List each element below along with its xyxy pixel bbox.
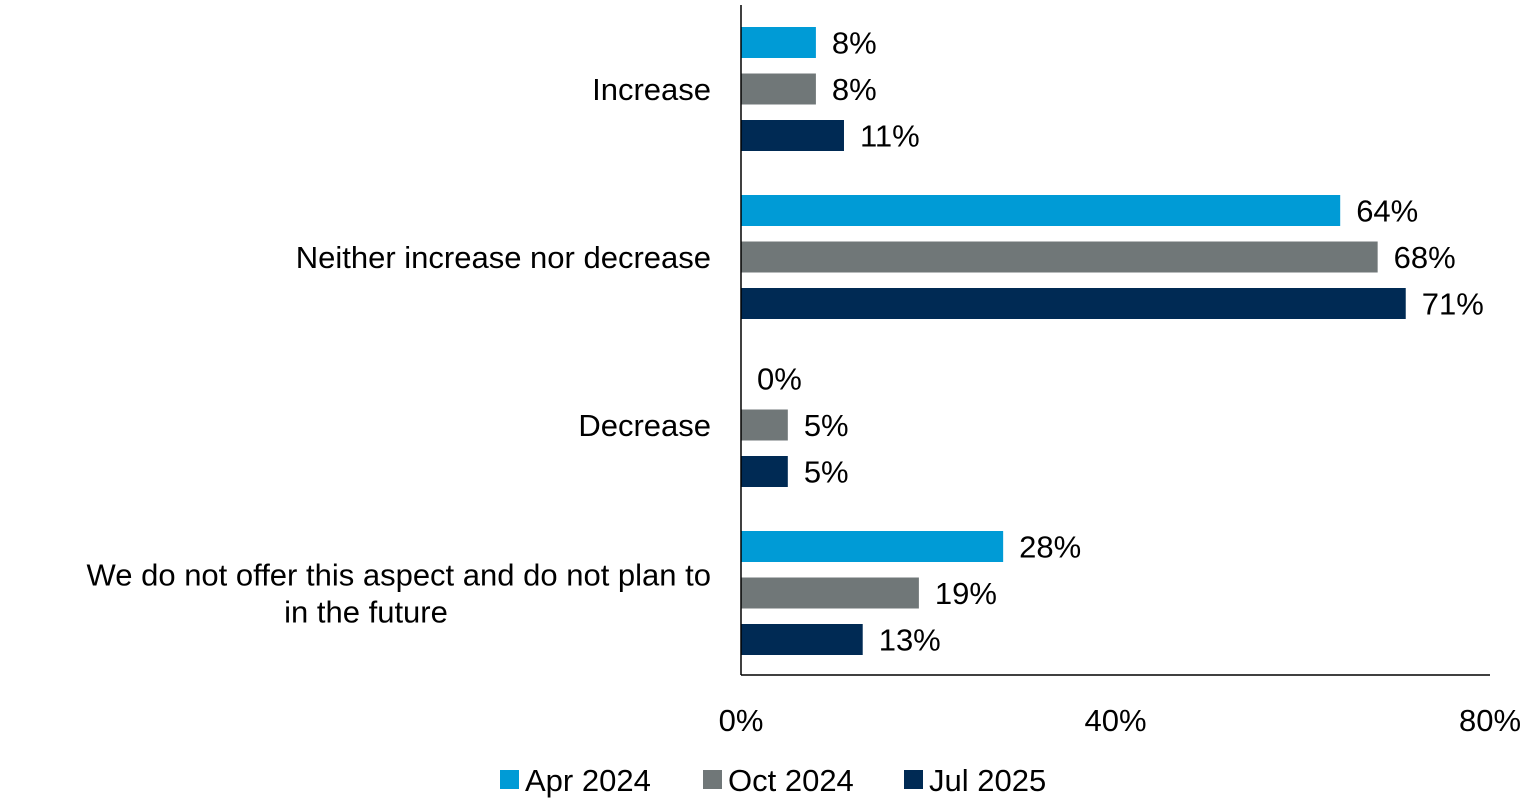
x-tick-label: 80%: [1459, 703, 1521, 738]
value-label: 11%: [860, 119, 920, 154]
legend-swatch: [703, 770, 722, 789]
value-label: 8%: [832, 72, 877, 107]
category-label: We do not offer this aspect and do not p…: [87, 558, 711, 593]
category-label: in the future: [284, 595, 448, 630]
legend-item-jul-2025: Jul 2025: [904, 763, 1046, 798]
value-label: 13%: [879, 623, 941, 658]
bar-apr-2024-1: [741, 195, 1341, 226]
legend-label: Oct 2024: [728, 763, 854, 798]
bar-jul-2025-3: [741, 624, 863, 655]
value-label: 0%: [757, 362, 802, 397]
x-tick-label: 40%: [1084, 703, 1146, 738]
bar-apr-2024-3: [741, 531, 1004, 562]
x-tick-labels-group: 0% 40% 80%: [719, 703, 1521, 738]
bar-oct-2024-2: [741, 409, 788, 441]
value-label: 68%: [1394, 240, 1456, 275]
value-label: 71%: [1422, 287, 1484, 322]
value-label: 5%: [804, 455, 849, 490]
legend: Apr 2024 Oct 2024 Jul 2025: [500, 763, 1046, 798]
bars-group: [741, 27, 1406, 655]
bar-apr-2024-0: [741, 27, 816, 58]
x-tick-label: 0%: [719, 703, 764, 738]
bar-oct-2024-1: [741, 241, 1378, 273]
value-label: 8%: [832, 26, 877, 61]
bar-oct-2024-0: [741, 73, 816, 105]
legend-label: Jul 2025: [929, 763, 1046, 798]
value-label: 5%: [804, 408, 849, 443]
value-label: 19%: [935, 576, 997, 611]
bar-oct-2024-3: [741, 577, 919, 609]
legend-item-apr-2024: Apr 2024: [500, 763, 651, 798]
bar-jul-2025-2: [741, 456, 788, 487]
bar-jul-2025-0: [741, 120, 844, 151]
value-label: 28%: [1019, 530, 1081, 565]
category-label: Neither increase nor decrease: [296, 240, 711, 275]
legend-swatch: [500, 770, 519, 789]
category-label: Increase: [592, 72, 711, 107]
legend-label: Apr 2024: [525, 763, 651, 798]
category-labels-group: Increase Neither increase nor decrease Dec…: [87, 72, 711, 630]
category-label: Decrease: [578, 408, 711, 443]
legend-item-oct-2024: Oct 2024: [703, 763, 854, 798]
value-label: 64%: [1356, 194, 1418, 229]
value-labels-group: 8% 64% 0% 28% 8% 68% 5% 19% 11% 71% 5% 13%: [757, 26, 1484, 658]
bar-jul-2025-1: [741, 288, 1406, 319]
legend-swatch: [904, 770, 923, 789]
